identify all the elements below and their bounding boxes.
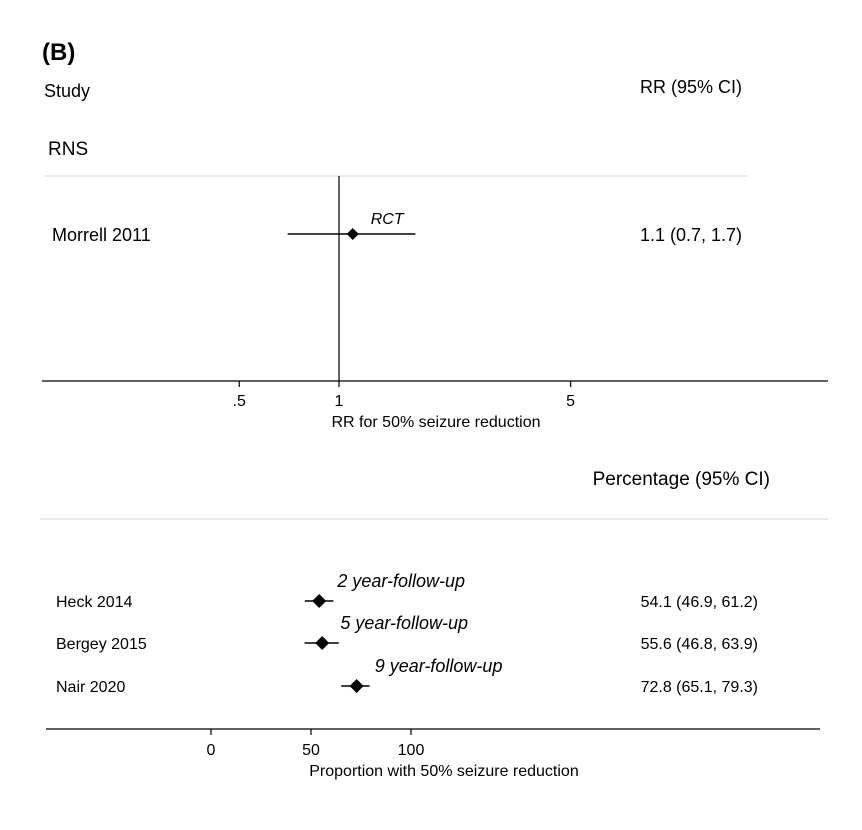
point-estimate-marker [349,679,364,693]
effect-size-label: 55.6 (46.8, 63.9) [641,636,758,653]
effect-size-label: 72.8 (65.1, 79.3) [641,679,758,696]
rr-column-header: RR (95% CI) [640,77,742,97]
effect-size-label: 1.1 (0.7, 1.7) [640,225,742,245]
rr-forest-panel: Study RR (95% CI) RNS RR for 50% seizure… [42,77,828,431]
study-name: Morrell 2011 [52,225,151,245]
study-column-header: Study [44,81,90,101]
figure-label: (B) [42,39,75,66]
study-name: Heck 2014 [56,594,133,611]
effect-size-label: 54.1 (46.9, 61.2) [641,594,758,611]
study-annotation: 9 year-follow-up [375,656,503,676]
x-axis-label: RR for 50% seizure reduction [332,414,541,431]
percentage-column-header: Percentage (95% CI) [593,469,770,490]
point-estimate-marker [312,594,327,608]
x-tick-label: .5 [233,393,246,410]
study-name: Bergey 2015 [56,636,147,653]
point-estimate-marker [315,636,330,650]
study-name: Nair 2020 [56,679,125,696]
point-estimate-marker [346,228,359,240]
group-label: RNS [48,139,88,160]
x-tick-label: 0 [207,742,216,759]
study-annotation: RCT [371,211,405,228]
study-annotation: 5 year-follow-up [340,613,468,633]
x-axis-label: Proportion with 50% seizure reduction [309,763,578,780]
study-annotation: 2 year-follow-up [336,571,465,591]
x-tick-label: 50 [302,742,320,759]
percentage-forest-panel: Percentage (95% CI) Proportion with 50% … [40,469,828,780]
x-tick-label: 100 [398,742,425,759]
x-tick-label: 5 [566,393,575,410]
x-tick-label: 1 [335,393,344,410]
